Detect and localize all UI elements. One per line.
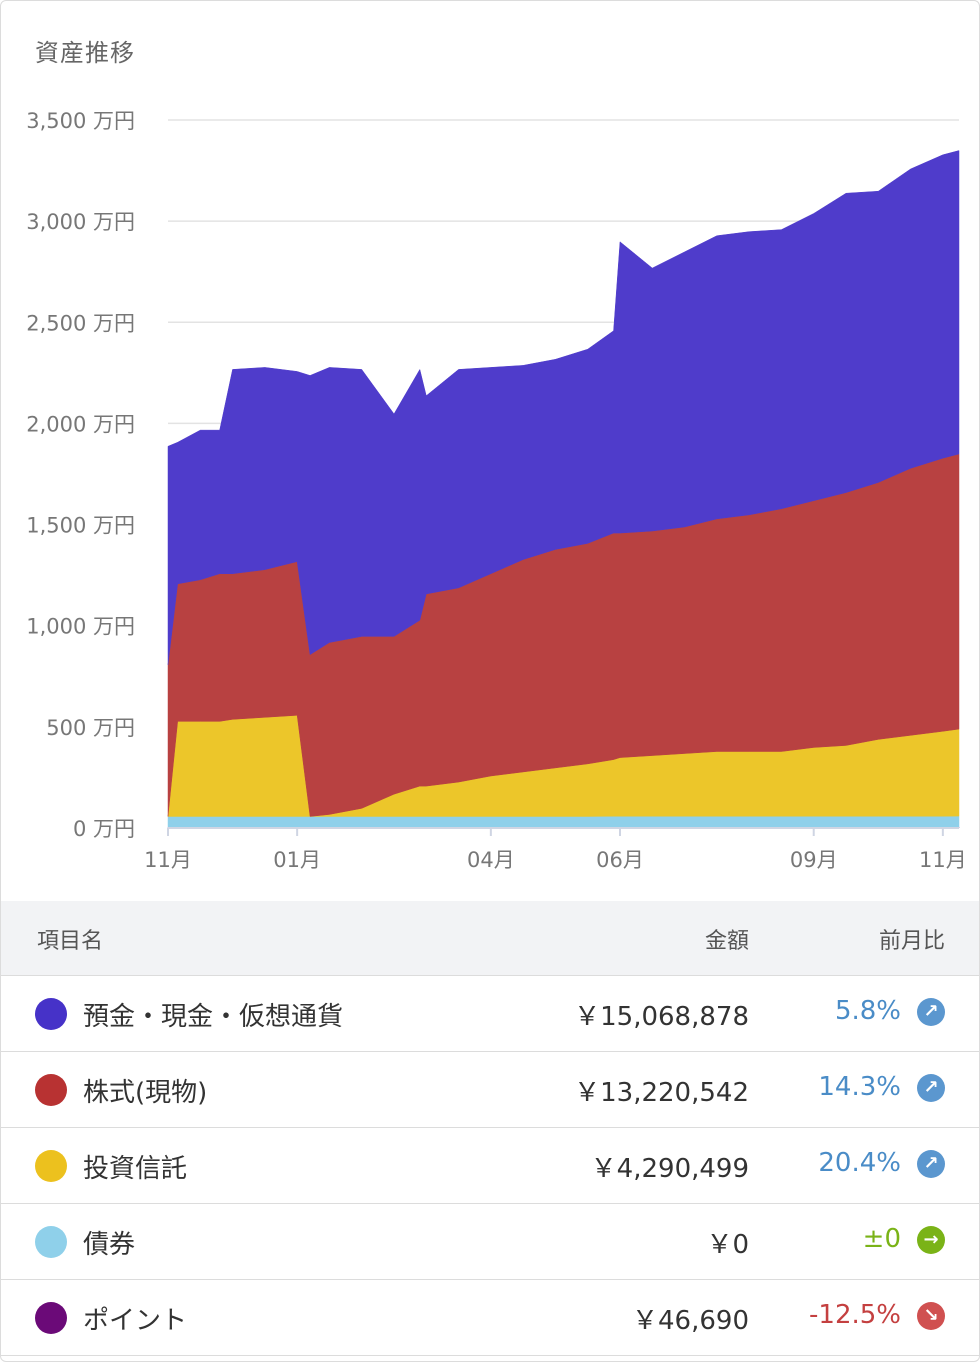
category-change: 5.8%	[834, 996, 901, 1026]
category-change: 20.4%	[818, 1148, 901, 1178]
y-tick-label: 3,500 万円	[26, 109, 135, 133]
table-row[interactable]: 投資信託 ￥4,290,499 20.4% ↗	[1, 1128, 979, 1204]
category-amount: ￥15,068,878	[574, 1002, 749, 1032]
category-change: -12.5%	[809, 1300, 901, 1330]
table-row[interactable]: 債券 ￥0 ±0 →	[1, 1204, 979, 1280]
table-row[interactable]: 株式(現物) ￥13,220,542 14.3% ↗	[1, 1052, 979, 1128]
arrow-up-right-icon: ↗	[917, 1150, 945, 1178]
category-color-dot	[35, 998, 67, 1030]
y-tick-label: 0 万円	[73, 817, 135, 841]
y-tick-label: 500 万円	[46, 716, 135, 740]
y-tick-label: 3,000 万円	[26, 210, 135, 234]
x-tick-label: 01月	[273, 848, 321, 872]
category-color-dot	[35, 1150, 67, 1182]
table-row[interactable]: ポイント ￥46,690 -12.5% ↘	[1, 1280, 979, 1356]
asset-area-chart: 0 万円 500 万円 1,000 万円 1,500 万円 2,000 万円 2,500 …	[26, 109, 967, 872]
category-color-dot	[35, 1302, 67, 1334]
y-tick-label: 2,500 万円	[26, 311, 135, 335]
category-amount: ￥46,690	[632, 1306, 749, 1336]
category-name: 預金・現金・仮想通貨	[83, 1002, 344, 1032]
category-amount: ￥4,290,499	[590, 1154, 749, 1184]
header-change: 前月比	[878, 929, 945, 954]
header-amount: 金額	[704, 929, 749, 954]
category-change: ±0	[862, 1224, 901, 1254]
area-series	[167, 815, 960, 828]
x-tick-label: 09月	[790, 848, 838, 872]
header-name: 項目名	[37, 929, 104, 954]
arrow-right-icon: →	[917, 1226, 945, 1254]
arrow-down-right-icon: ↘	[917, 1302, 945, 1330]
category-color-dot	[35, 1226, 67, 1258]
category-name: ポイント	[83, 1306, 188, 1336]
category-name: 債券	[83, 1230, 136, 1260]
x-tick-label: 11月	[919, 848, 967, 872]
area-series	[167, 150, 960, 665]
category-change: 14.3%	[818, 1072, 901, 1102]
arrow-up-right-icon: ↗	[917, 1074, 945, 1102]
category-amount: ￥0	[706, 1230, 749, 1260]
category-name: 投資信託	[83, 1154, 188, 1184]
category-name: 株式(現物)	[83, 1078, 208, 1108]
x-tick-label: 11月	[144, 848, 192, 872]
table-row[interactable]: 預金・現金・仮想通貨 ￥15,068,878 5.8% ↗	[1, 976, 979, 1052]
y-tick-label: 1,000 万円	[26, 615, 135, 639]
y-tick-label: 2,000 万円	[26, 412, 135, 436]
category-color-dot	[35, 1074, 67, 1106]
chart-title: 資産推移	[35, 39, 135, 67]
arrow-up-right-icon: ↗	[917, 998, 945, 1026]
category-amount: ￥13,220,542	[574, 1078, 749, 1108]
table-header: 項目名 金額 前月比	[1, 901, 979, 976]
x-tick-label: 04月	[467, 848, 515, 872]
y-tick-label: 1,500 万円	[26, 514, 135, 538]
x-tick-label: 06月	[596, 848, 644, 872]
